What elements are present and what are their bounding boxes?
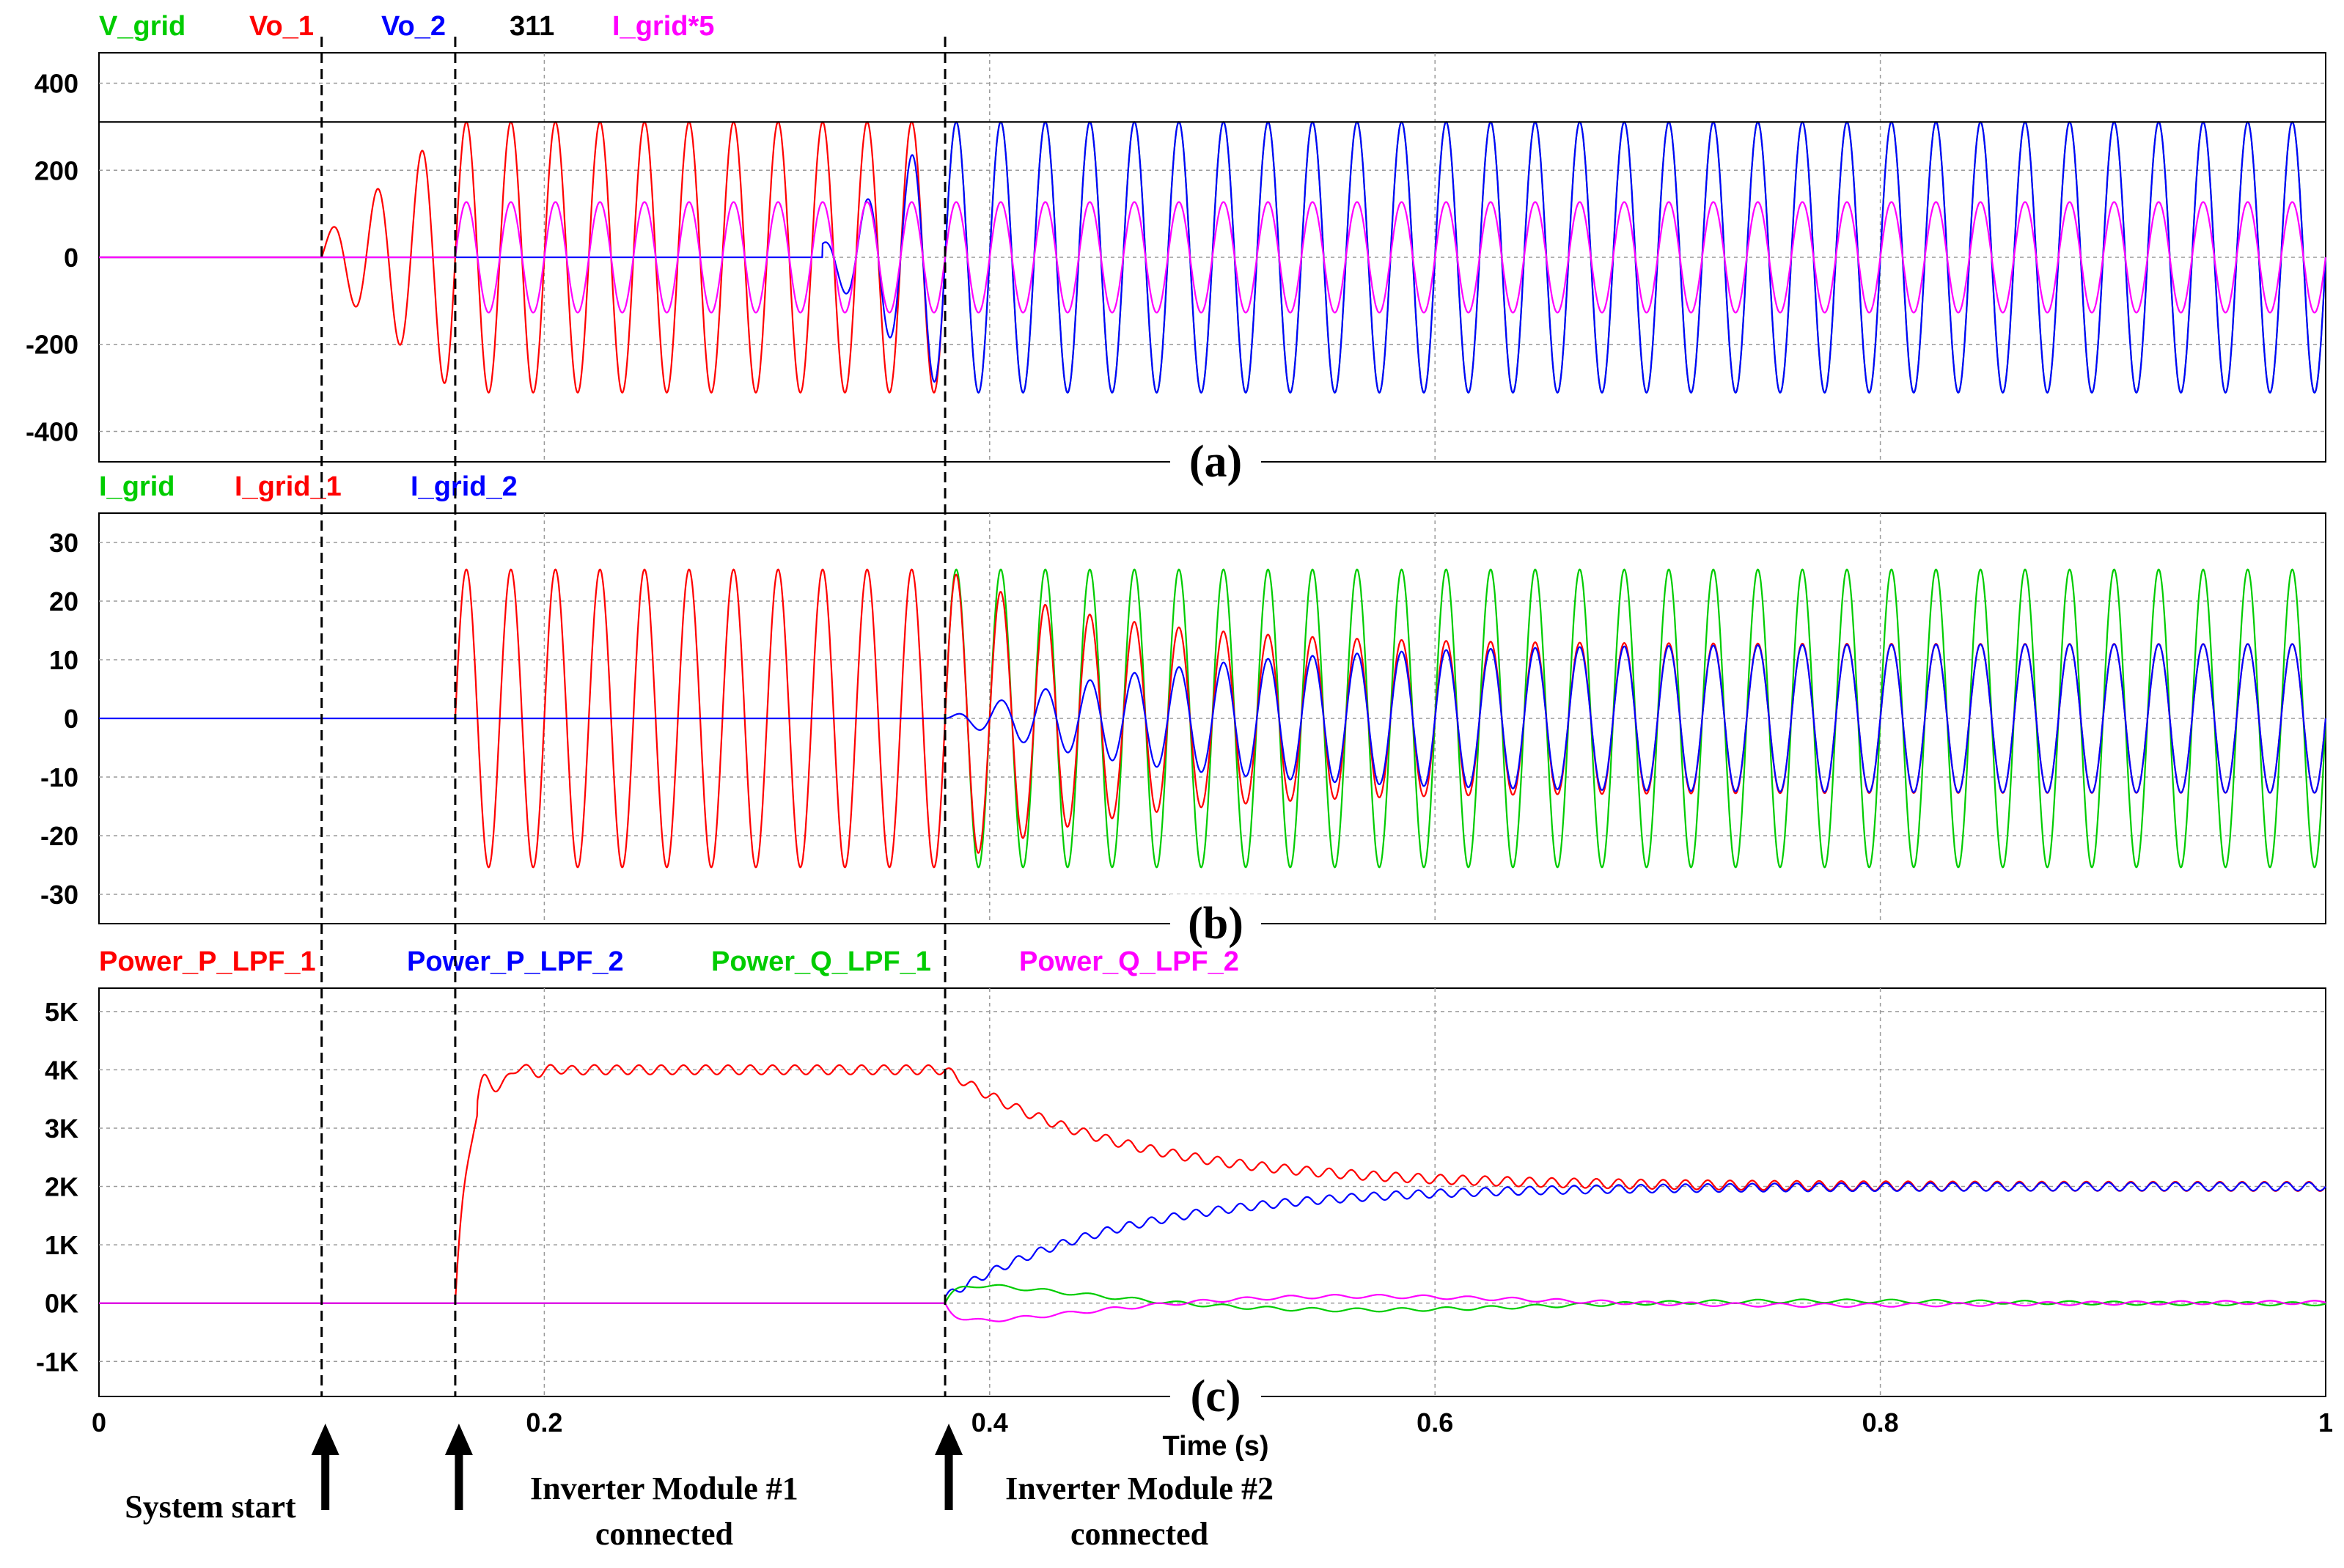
y-tick-label: -1K — [36, 1347, 78, 1377]
legend-entry: Power_P_LPF_2 — [407, 946, 624, 977]
event-label: connected — [595, 1516, 733, 1552]
x-tick-label: 0.8 — [1862, 1407, 1899, 1438]
y-tick-label: -20 — [40, 821, 78, 851]
event-arrowhead — [935, 1424, 963, 1455]
y-tick-label: -200 — [26, 330, 78, 360]
series-power-p-lpf-1 — [99, 1064, 2326, 1304]
x-tick-label: 0 — [92, 1407, 106, 1438]
x-tick-label: 0.6 — [1417, 1407, 1453, 1438]
legend-entry: Vo_2 — [381, 11, 446, 42]
panel-3: 5K 4K 3K 2K 1K 0K -1K Power_P_LPF_1 Power_P_LPF_… — [36, 946, 2333, 1462]
panel-label: (b) — [1188, 899, 1243, 949]
legend-entry: Power_Q_LPF_1 — [711, 946, 931, 977]
legend-entry: Power_Q_LPF_2 — [1019, 946, 1239, 977]
x-tick-label: 0.4 — [971, 1407, 1008, 1438]
x-tick-label: 0.2 — [526, 1407, 562, 1438]
panel-label-bg — [1170, 1367, 1261, 1421]
y-tick-label: 1K — [45, 1230, 78, 1260]
panel-2: 30 20 10 0 -10 -20 -30 I_grid I_grid_1 I_grid_2 (b… — [40, 471, 2327, 949]
y-tick-label: 5K — [45, 997, 78, 1027]
legend-entry: V_grid — [99, 11, 185, 42]
y-tick-label: 400 — [34, 69, 78, 99]
plot-frame — [98, 987, 2326, 1397]
legend-entry: Power_P_LPF_1 — [99, 946, 316, 977]
series-i-grid-2 — [99, 643, 2327, 794]
y-tick-label: 200 — [34, 155, 78, 185]
legend-entry: I_grid_2 — [411, 471, 518, 502]
event-label: connected — [1070, 1516, 1208, 1552]
event-label: Inverter Module #1 — [530, 1471, 798, 1506]
event-arrowhead — [311, 1424, 339, 1455]
y-tick-label: -400 — [26, 416, 78, 446]
y-tick-label: 0 — [64, 243, 78, 273]
y-tick-label: 0 — [64, 704, 78, 734]
panel-1: 400 200 0 -200 -400 V_grid Vo_1 Vo_2 311 I_grid*5… — [26, 11, 2327, 487]
y-tick-label: 30 — [49, 528, 78, 558]
y-tick-label: -10 — [40, 762, 78, 792]
panel-label: (c) — [1191, 1372, 1241, 1421]
legend-entry: 311 — [510, 11, 554, 42]
x-axis-label: Time (s) — [1162, 1431, 1268, 1462]
panel-label-bg — [1170, 433, 1261, 487]
y-tick-label: 3K — [45, 1114, 78, 1144]
y-tick-label: 0K — [45, 1289, 78, 1319]
series-power-q-lpf-2 — [99, 1294, 2326, 1322]
y-tick-label: 20 — [49, 586, 78, 616]
event-markers: System start Inverter Module #1 connected I… — [125, 37, 1274, 1552]
panel-label: (a) — [1189, 437, 1242, 487]
legend-entry: I_grid*5 — [612, 11, 714, 42]
legend-entry: I_grid — [99, 471, 174, 502]
x-tick-label: 1 — [2318, 1407, 2333, 1438]
y-tick-label: 10 — [49, 645, 78, 675]
y-tick-label: -30 — [40, 880, 78, 910]
series-i-grid-5 — [99, 201, 2327, 314]
panel-label-bg — [1170, 894, 1261, 949]
y-tick-label: 4K — [45, 1055, 78, 1085]
event-label: System start — [125, 1489, 296, 1525]
event-label: Inverter Module #2 — [1005, 1471, 1274, 1506]
legend-entry: I_grid_1 — [235, 471, 342, 502]
y-tick-label: 2K — [45, 1172, 78, 1202]
event-arrowhead — [444, 1424, 473, 1455]
legend-entry: Vo_1 — [249, 11, 314, 42]
